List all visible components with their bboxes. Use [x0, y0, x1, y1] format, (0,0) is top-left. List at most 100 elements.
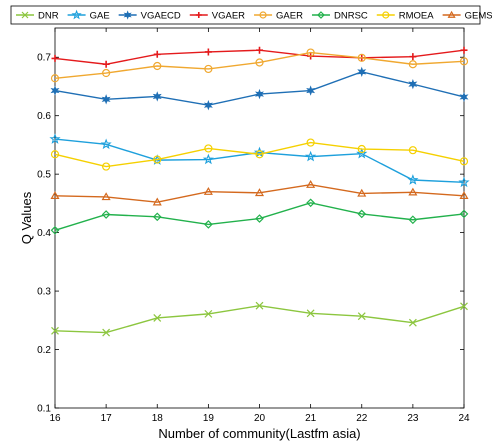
data-point — [51, 54, 59, 62]
data-point — [447, 10, 456, 18]
data-point — [203, 186, 213, 195]
y-tick-label: 0.3 — [37, 287, 51, 298]
data-point — [259, 11, 267, 19]
data-point — [459, 91, 469, 103]
data-point — [408, 146, 417, 155]
x-axis-title: Number of community(Lastfm asia) — [158, 426, 360, 441]
data-point — [101, 192, 111, 201]
legend-item: RMOEA — [376, 11, 435, 22]
legend-label: DNR — [38, 11, 59, 22]
series-vgaecd — [50, 66, 469, 111]
data-point — [254, 188, 265, 197]
legend: DNR GAE VGAECD VGAER GAER DNRSC RMOEA GEMSEC — [16, 9, 492, 22]
data-point — [152, 91, 162, 102]
data-point — [356, 147, 368, 159]
series-line — [54, 51, 465, 79]
series-gaer — [50, 48, 469, 83]
data-point — [357, 188, 367, 197]
legend-label: GAER — [276, 11, 303, 22]
x-tick-label: 23 — [407, 413, 419, 424]
data-point — [306, 85, 316, 96]
data-point — [101, 210, 111, 219]
data-point — [203, 100, 213, 111]
data-point — [459, 209, 469, 219]
x-tick-label: 17 — [101, 413, 113, 424]
legend-item: VGAER — [189, 11, 245, 22]
data-point — [357, 144, 366, 154]
series-rmoea — [50, 138, 469, 171]
data-point — [317, 11, 325, 19]
data-point — [100, 138, 112, 150]
y-tick-label: 0.7 — [37, 53, 51, 64]
series-group — [49, 46, 470, 337]
data-point — [255, 150, 264, 159]
data-point — [306, 48, 315, 57]
data-point — [256, 46, 263, 54]
series-line — [54, 183, 465, 203]
data-point — [255, 58, 264, 67]
series-line — [54, 202, 465, 231]
legend-label: VGAER — [212, 11, 245, 22]
data-point — [408, 318, 417, 327]
legend-item: GAE — [67, 9, 110, 22]
x-tick-label: 18 — [152, 413, 164, 424]
data-point — [102, 328, 111, 337]
data-point — [204, 48, 212, 56]
data-point — [153, 61, 162, 71]
data-point — [306, 198, 315, 208]
data-point — [460, 46, 468, 54]
data-point — [102, 60, 110, 68]
data-point — [409, 53, 417, 61]
data-point — [459, 57, 469, 66]
data-point — [255, 214, 264, 223]
data-point — [153, 155, 162, 164]
x-tick-label: 16 — [49, 413, 61, 424]
data-point — [255, 301, 264, 310]
data-point — [458, 176, 470, 188]
data-point — [305, 150, 317, 162]
data-point — [460, 302, 468, 311]
series-dnr — [51, 301, 468, 337]
legend-item: VGAECD — [118, 10, 181, 22]
data-point — [123, 10, 132, 20]
data-point — [195, 12, 202, 18]
legend-item: GEMSEC — [442, 10, 492, 22]
axis-ticks: 16 17 18 19 20 21 22 23 24 0.1 0.2 0.3 0.4 0.5 0.6 0.7 — [37, 28, 470, 424]
data-point — [101, 94, 111, 105]
legend-label: RMOEA — [399, 11, 435, 22]
data-point — [50, 191, 60, 200]
legend-item: GAER — [254, 11, 303, 22]
data-point — [357, 209, 367, 219]
data-point — [408, 187, 418, 196]
data-point — [459, 157, 469, 166]
data-point — [204, 220, 213, 229]
series-line — [54, 141, 465, 168]
x-tick-label: 19 — [203, 413, 215, 424]
data-point — [204, 64, 213, 74]
y-tick-label: 0.1 — [37, 404, 51, 415]
legend-label: DNRSC — [334, 11, 368, 22]
data-point — [71, 9, 82, 20]
x-tick-label: 22 — [356, 413, 368, 424]
data-point — [204, 144, 213, 153]
y-axis-title: Q Values — [19, 191, 34, 244]
data-point — [306, 138, 315, 147]
y-tick-label: 0.4 — [37, 228, 51, 239]
data-point — [357, 53, 366, 62]
legend-label: VGAECD — [141, 11, 181, 22]
data-point — [153, 314, 162, 322]
data-point — [459, 191, 469, 200]
x-tick-label: 20 — [254, 413, 266, 424]
data-point — [153, 50, 161, 58]
data-point — [51, 326, 59, 335]
y-tick-label: 0.2 — [37, 345, 51, 356]
data-point — [50, 150, 60, 159]
data-point — [306, 309, 315, 318]
data-point — [50, 85, 60, 96]
series-gemsec — [50, 179, 469, 206]
data-point — [50, 225, 60, 235]
data-point — [306, 179, 316, 188]
data-point — [382, 11, 390, 19]
legend-box — [10, 5, 481, 25]
